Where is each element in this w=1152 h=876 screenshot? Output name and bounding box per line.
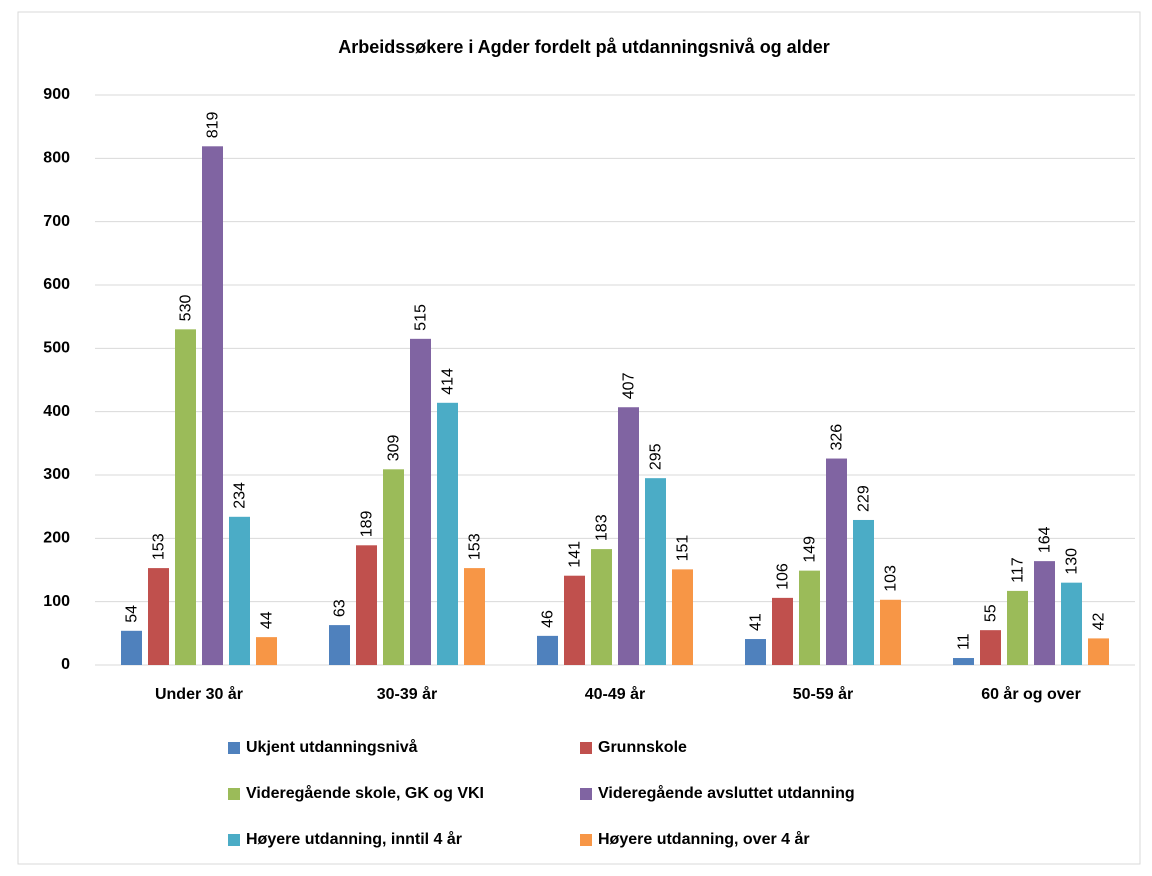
bar [329, 625, 350, 665]
bar [799, 570, 820, 665]
value-label: 46 [540, 610, 557, 628]
value-label: 151 [675, 535, 692, 562]
value-label: 229 [856, 485, 873, 512]
x-tick-label: 60 år og over [981, 685, 1081, 703]
bar [1061, 582, 1082, 665]
bar [148, 568, 169, 665]
value-label: 41 [748, 613, 765, 631]
value-label: 103 [883, 565, 900, 592]
value-label: 189 [359, 511, 376, 538]
x-tick-label: 40-49 år [585, 685, 646, 703]
legend-swatch [228, 834, 240, 846]
value-label: 153 [151, 533, 168, 560]
x-tick-label: 50-59 år [793, 685, 854, 703]
value-label: 106 [775, 563, 792, 590]
value-label: 54 [124, 605, 141, 623]
x-tick-label: 30-39 år [377, 685, 438, 703]
value-label: 819 [205, 112, 222, 139]
value-label: 414 [440, 368, 457, 395]
legend-swatch [580, 788, 592, 800]
bar [175, 329, 196, 665]
bar [383, 469, 404, 665]
value-label: 44 [259, 611, 276, 629]
value-label: 295 [648, 443, 665, 470]
bar [537, 635, 558, 665]
y-tick-label: 100 [43, 593, 70, 610]
bar [256, 637, 277, 665]
value-label: 183 [594, 514, 611, 541]
legend-label: Grunnskole [598, 739, 687, 756]
legend-swatch [580, 742, 592, 754]
y-tick-label: 400 [43, 403, 70, 420]
bar [564, 575, 585, 665]
value-label: 407 [621, 372, 638, 399]
x-tick-label: Under 30 år [155, 685, 243, 703]
value-label: 141 [567, 541, 584, 568]
value-label: 149 [802, 536, 819, 563]
bar [880, 599, 901, 665]
value-label: 234 [232, 482, 249, 509]
value-label: 153 [467, 533, 484, 560]
value-label: 515 [413, 304, 430, 331]
value-label: 309 [386, 435, 403, 462]
legend-label: Videregående avsluttet utdanning [598, 784, 855, 802]
bar [953, 658, 974, 665]
legend-label: Høyere utdanning, inntil 4 år [246, 830, 462, 848]
bar [772, 597, 793, 665]
value-label: 42 [1091, 613, 1108, 631]
value-label: 130 [1064, 548, 1081, 575]
value-label: 326 [829, 424, 846, 451]
value-label: 530 [178, 295, 195, 322]
bar [745, 639, 766, 665]
legend-label: Videregående skole, GK og VKI [246, 784, 484, 802]
value-label: 55 [983, 604, 1000, 622]
legend-swatch [580, 834, 592, 846]
bar [1007, 590, 1028, 665]
bar [591, 549, 612, 665]
y-tick-label: 600 [43, 276, 70, 293]
bar [1034, 561, 1055, 665]
bar [1088, 638, 1109, 665]
legend-label: Høyere utdanning, over 4 år [598, 830, 810, 848]
value-label: 11 [956, 633, 973, 650]
y-tick-label: 700 [43, 213, 70, 230]
y-tick-label: 200 [43, 530, 70, 547]
bar [121, 630, 142, 665]
bar [826, 458, 847, 665]
y-tick-label: 300 [43, 466, 70, 483]
bar [229, 516, 250, 665]
bar [437, 402, 458, 665]
y-tick-label: 500 [43, 340, 70, 357]
bar [618, 407, 639, 665]
value-label: 117 [1010, 557, 1027, 583]
y-tick-label: 800 [43, 150, 70, 167]
bar [464, 568, 485, 665]
chart-title: Arbeidssøkere i Agder fordelt på utdanni… [338, 37, 829, 57]
legend-swatch [228, 788, 240, 800]
legend-swatch [228, 742, 240, 754]
value-label: 63 [332, 599, 349, 617]
bar [853, 519, 874, 665]
legend-label: Ukjent utdanningsnivå [246, 738, 418, 756]
bar [980, 630, 1001, 665]
bar [410, 338, 431, 665]
y-tick-label: 900 [43, 86, 70, 103]
bar [202, 146, 223, 666]
bar [356, 545, 377, 665]
value-label: 164 [1037, 526, 1054, 553]
bar [672, 569, 693, 665]
y-tick-label: 0 [61, 656, 70, 673]
bar [645, 478, 666, 665]
